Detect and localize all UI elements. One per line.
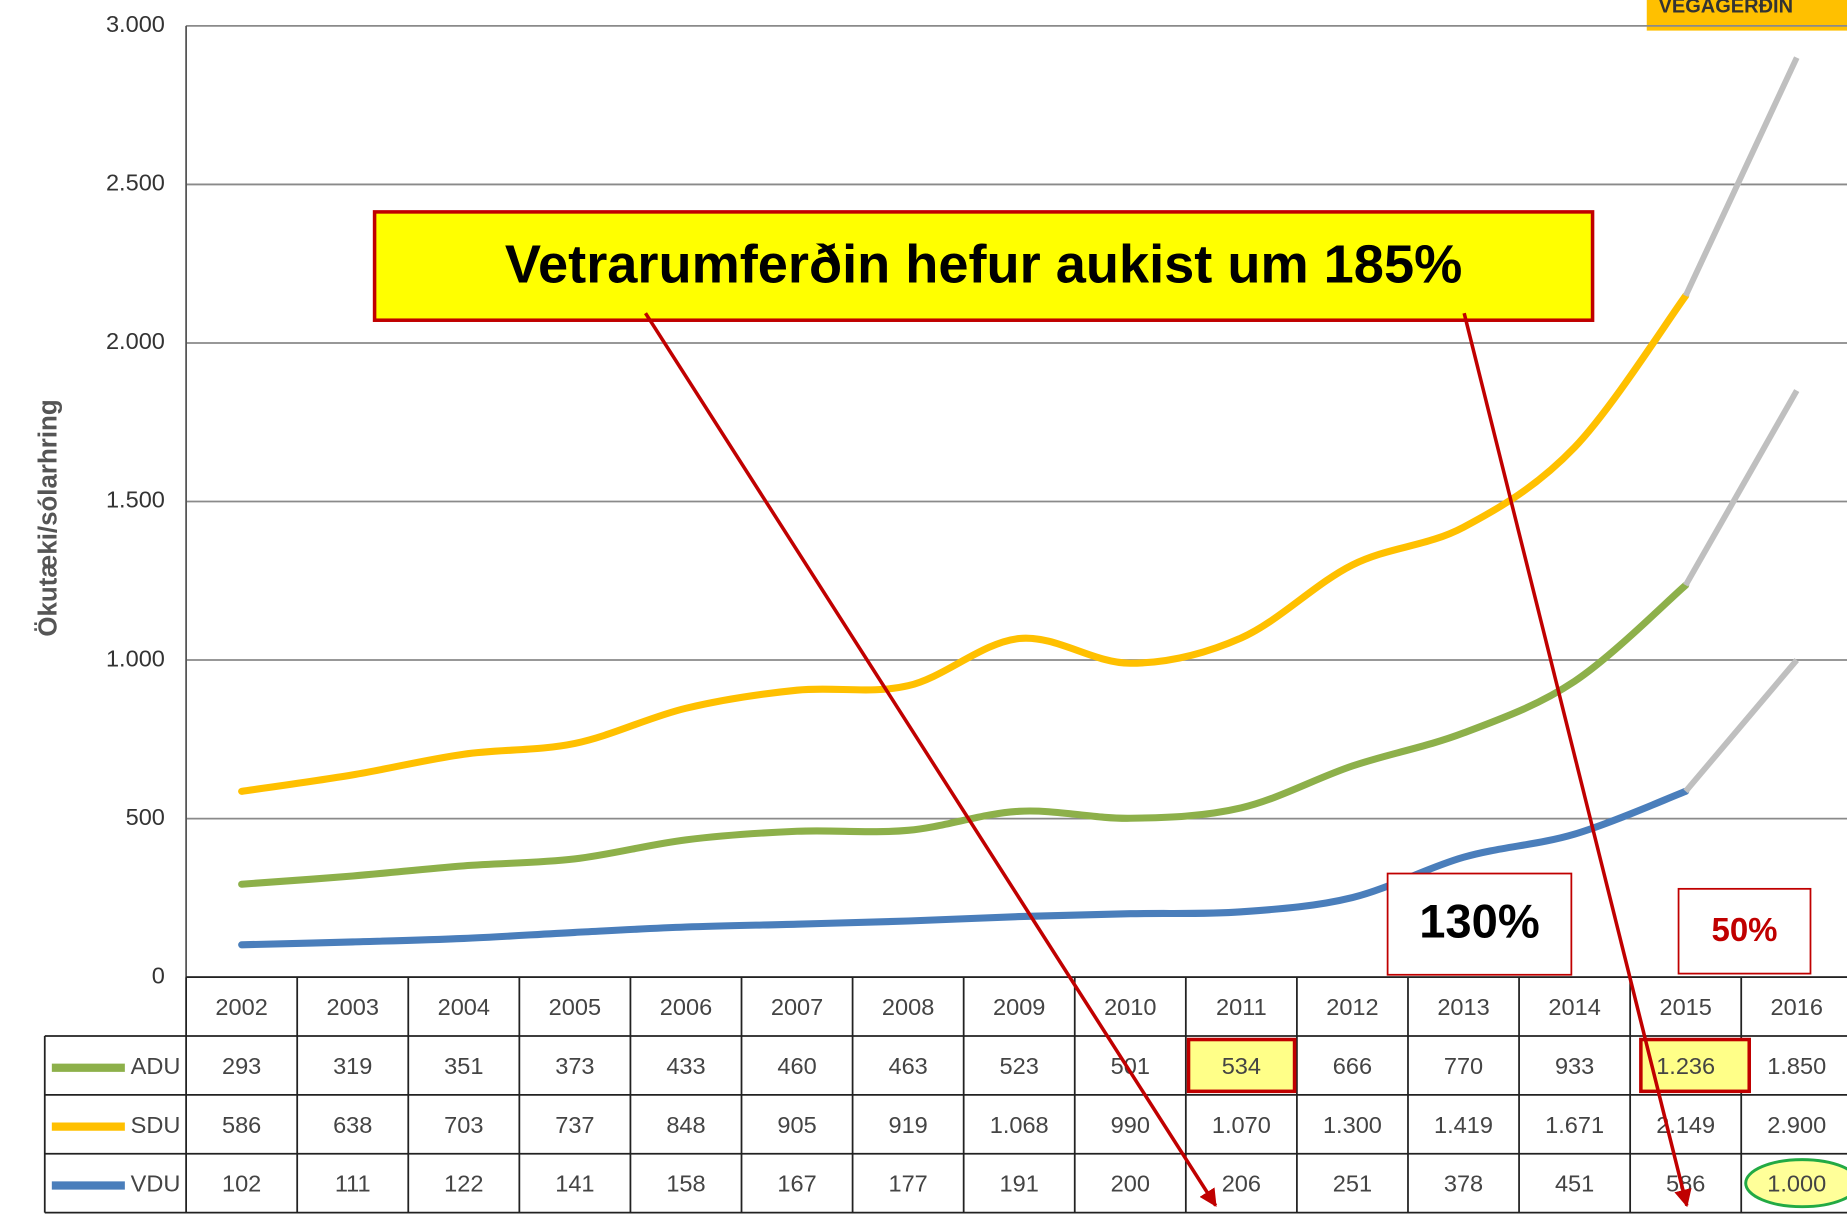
data-label: 703 xyxy=(444,1112,483,1138)
callout: Vetrarumferðin hefur aukist um 185% xyxy=(505,235,1462,295)
x-tick-label: 2016 xyxy=(1771,994,1823,1020)
y-tick-label: 500 xyxy=(126,804,165,830)
data-label: 1.068 xyxy=(990,1112,1049,1138)
data-label: 451 xyxy=(1555,1171,1594,1197)
data-label: 102 xyxy=(222,1171,261,1197)
data-label: 460 xyxy=(777,1053,816,1079)
highlight xyxy=(1639,1037,1751,1094)
x-tick-label: 2002 xyxy=(215,994,267,1020)
data-label: 586 xyxy=(222,1112,261,1138)
x-tick-label: 2007 xyxy=(771,994,823,1020)
series-line xyxy=(238,581,1690,888)
series-line xyxy=(238,292,1690,795)
x-tick-label: 2010 xyxy=(1104,994,1156,1020)
x-tick-label: 2011 xyxy=(1216,994,1267,1020)
x-tick-label: 2009 xyxy=(993,994,1045,1020)
x-tick-label: 2004 xyxy=(438,994,490,1020)
callout-box xyxy=(372,210,1595,322)
data-label: 251 xyxy=(1333,1171,1372,1197)
data-label: 200 xyxy=(1111,1171,1150,1197)
data-label: 1.300 xyxy=(1323,1112,1382,1138)
arrow xyxy=(1462,312,1692,1208)
data-label: 1.671 xyxy=(1545,1112,1604,1138)
x-tick-label: 2014 xyxy=(1548,994,1600,1020)
data-label: 167 xyxy=(777,1171,816,1197)
series-line xyxy=(238,787,1690,949)
x-tick-label: 2005 xyxy=(549,994,601,1020)
x-tick-label: 2013 xyxy=(1437,994,1489,1020)
y-tick-label: 2.000 xyxy=(106,328,165,354)
projection-line xyxy=(1683,389,1800,587)
callout: 50% xyxy=(1712,911,1778,948)
data-label: 111 xyxy=(335,1171,371,1197)
x-tick-label: 2008 xyxy=(882,994,934,1020)
data-label: 1.419 xyxy=(1434,1112,1493,1138)
data-label: 919 xyxy=(888,1112,927,1138)
logo: VEGAGERÐIN xyxy=(1659,0,1794,17)
data-label: 1.070 xyxy=(1212,1112,1271,1138)
data-label: 373 xyxy=(555,1053,594,1079)
projection-line xyxy=(1683,658,1800,794)
legend-label: VDU xyxy=(131,1171,181,1197)
data-label: 1.236 xyxy=(1656,1053,1715,1079)
callout: 130% xyxy=(1419,895,1539,948)
data-label: 737 xyxy=(555,1112,594,1138)
data-label: 523 xyxy=(1000,1053,1039,1079)
data-label: 463 xyxy=(888,1053,927,1079)
y-tick-label: 2.500 xyxy=(106,170,165,196)
data-label: 2.900 xyxy=(1767,1112,1826,1138)
y-tick-label: 1.000 xyxy=(106,645,165,671)
data-label: 586 xyxy=(1666,1171,1705,1197)
data-label: 933 xyxy=(1555,1053,1594,1079)
highlight xyxy=(1186,1037,1297,1094)
data-label: 293 xyxy=(222,1053,261,1079)
x-tick-label: 2006 xyxy=(660,994,712,1020)
data-label: 1.000 xyxy=(1767,1171,1826,1197)
data-label: 351 xyxy=(444,1053,483,1079)
x-tick-label: 2003 xyxy=(327,994,379,1020)
data-label: 990 xyxy=(1111,1112,1150,1138)
data-label: 534 xyxy=(1222,1053,1261,1079)
highlight xyxy=(1744,1158,1847,1209)
y-tick-label: 0 xyxy=(152,962,165,988)
projection-line xyxy=(1683,56,1800,297)
legend-label: SDU xyxy=(131,1112,181,1138)
y-tick-label: 3.000 xyxy=(106,11,165,37)
data-label: 158 xyxy=(666,1171,705,1197)
data-label: 433 xyxy=(666,1053,705,1079)
data-label: 319 xyxy=(333,1053,372,1079)
data-label: 191 xyxy=(1000,1171,1039,1197)
legend-label: ADU xyxy=(131,1053,181,1079)
y-tick-label: 1.500 xyxy=(106,487,165,513)
data-label: 141 xyxy=(555,1171,594,1197)
x-tick-label: 2012 xyxy=(1326,994,1378,1020)
y-axis-label: Ökutæki/sólarhring xyxy=(33,399,62,636)
callout-box xyxy=(1386,872,1573,976)
data-label: 848 xyxy=(666,1112,705,1138)
data-label: 122 xyxy=(444,1171,483,1197)
data-label: 1.850 xyxy=(1767,1053,1826,1079)
data-label: 905 xyxy=(777,1112,816,1138)
arrow xyxy=(644,312,1218,1208)
callout-box xyxy=(1677,887,1812,975)
data-label: 666 xyxy=(1333,1053,1372,1079)
x-tick-label: 2015 xyxy=(1659,994,1711,1020)
data-label: 378 xyxy=(1444,1171,1483,1197)
data-label: 770 xyxy=(1444,1053,1483,1079)
data-label: 638 xyxy=(333,1112,372,1138)
data-label: 177 xyxy=(888,1171,927,1197)
data-label: 206 xyxy=(1222,1171,1261,1197)
